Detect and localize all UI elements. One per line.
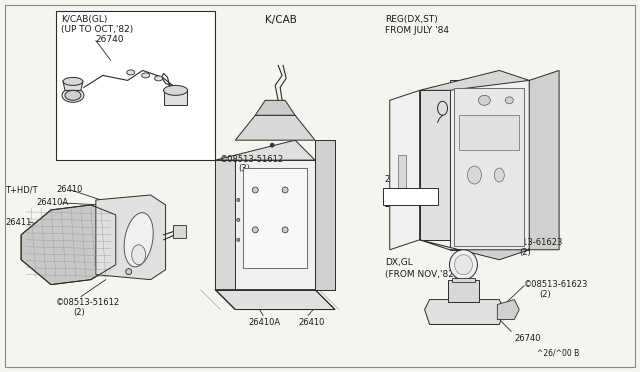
Polygon shape <box>173 225 186 238</box>
Text: (FROM NOV,'82): (FROM NOV,'82) <box>385 270 457 279</box>
Text: 26740: 26740 <box>96 35 124 44</box>
Text: ©08513-61623: ©08513-61623 <box>524 280 589 289</box>
Bar <box>454 89 524 246</box>
Ellipse shape <box>479 95 490 105</box>
Text: 26411: 26411 <box>385 175 411 184</box>
Ellipse shape <box>506 97 513 104</box>
Text: (2): (2) <box>73 308 84 317</box>
Text: T+HD/T: T+HD/T <box>5 185 38 194</box>
Polygon shape <box>460 115 519 150</box>
Circle shape <box>252 227 258 233</box>
Text: 26410: 26410 <box>298 318 324 327</box>
Polygon shape <box>529 70 559 250</box>
Polygon shape <box>420 240 529 260</box>
Circle shape <box>237 218 240 221</box>
Text: DX,GL: DX,GL <box>385 258 413 267</box>
Polygon shape <box>96 195 166 280</box>
Text: 26411: 26411 <box>5 218 31 227</box>
Polygon shape <box>255 100 295 115</box>
Polygon shape <box>315 140 335 290</box>
Ellipse shape <box>132 245 146 265</box>
Text: 26410: 26410 <box>385 200 411 209</box>
Text: 26740: 26740 <box>515 334 541 343</box>
Text: 26410A: 26410A <box>385 190 417 199</box>
Ellipse shape <box>494 168 504 182</box>
Ellipse shape <box>449 250 477 280</box>
Polygon shape <box>497 299 519 320</box>
Text: K/CAB(GL): K/CAB(GL) <box>61 15 108 24</box>
Text: (UP TO OCT,'82): (UP TO OCT,'82) <box>61 25 133 33</box>
Text: (2): (2) <box>539 290 551 299</box>
Circle shape <box>125 269 132 275</box>
Polygon shape <box>164 90 188 105</box>
Bar <box>243 168 307 268</box>
Polygon shape <box>216 160 236 290</box>
Polygon shape <box>216 140 315 160</box>
Ellipse shape <box>63 77 83 86</box>
Polygon shape <box>451 278 476 282</box>
Ellipse shape <box>141 73 150 78</box>
Polygon shape <box>216 290 335 310</box>
Text: ©08513-61623: ©08513-61623 <box>499 238 564 247</box>
Circle shape <box>270 143 274 147</box>
Text: FROM JULY '84: FROM JULY '84 <box>385 26 449 35</box>
Ellipse shape <box>438 101 447 115</box>
Bar <box>397 155 406 195</box>
Polygon shape <box>424 299 504 324</box>
Polygon shape <box>21 205 116 285</box>
Polygon shape <box>420 90 449 240</box>
Ellipse shape <box>467 166 481 184</box>
Text: REG(DX,ST): REG(DX,ST) <box>385 15 438 24</box>
Ellipse shape <box>124 213 153 267</box>
Text: 26410: 26410 <box>56 185 83 194</box>
Text: 26410A: 26410A <box>36 198 68 207</box>
Text: ^26/^00 B: ^26/^00 B <box>537 348 579 357</box>
Polygon shape <box>236 160 315 290</box>
Ellipse shape <box>127 70 134 75</box>
Circle shape <box>237 198 240 202</box>
Ellipse shape <box>62 89 84 102</box>
Text: 26410A: 26410A <box>385 190 417 199</box>
Ellipse shape <box>65 90 81 100</box>
Circle shape <box>282 187 288 193</box>
Ellipse shape <box>454 255 472 275</box>
Text: 26410: 26410 <box>385 200 411 209</box>
Text: 26410A: 26410A <box>248 318 280 327</box>
Polygon shape <box>236 115 315 140</box>
Text: ©08513-51612: ©08513-51612 <box>56 298 120 307</box>
Text: (3): (3) <box>238 164 250 173</box>
Ellipse shape <box>164 86 188 95</box>
Ellipse shape <box>155 76 163 81</box>
Polygon shape <box>63 81 83 90</box>
Text: ©08513-51612: ©08513-51612 <box>220 155 285 164</box>
Polygon shape <box>449 80 529 250</box>
Polygon shape <box>420 70 529 90</box>
Polygon shape <box>390 90 420 250</box>
Circle shape <box>237 238 240 241</box>
Bar <box>383 188 438 205</box>
Circle shape <box>282 227 288 233</box>
Circle shape <box>252 187 258 193</box>
Text: K/CAB: K/CAB <box>265 15 297 25</box>
Text: (2): (2) <box>519 248 531 257</box>
Bar <box>56 11 216 160</box>
Polygon shape <box>447 280 479 302</box>
